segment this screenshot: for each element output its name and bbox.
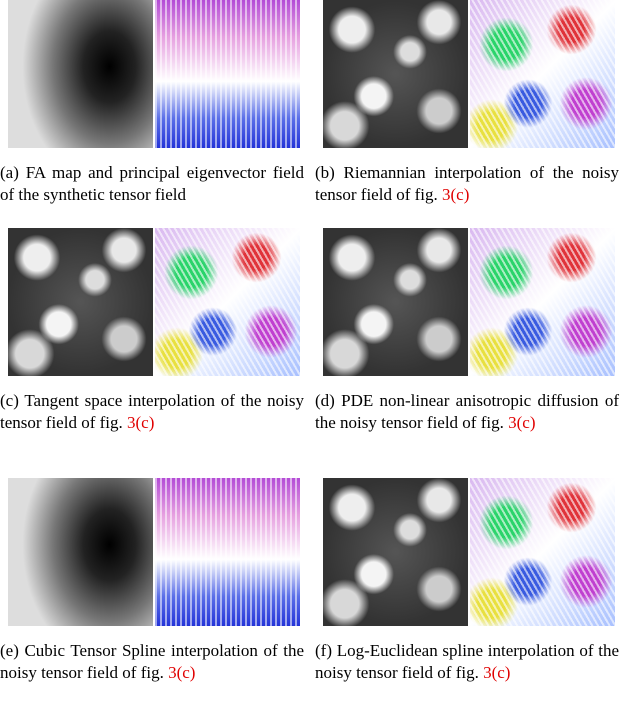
vector-field-image: [470, 478, 615, 626]
caption-text: Log-Euclidean spline interpolation of th…: [315, 641, 619, 682]
fa-map-image: [323, 478, 468, 626]
caption-text: Cubic Tensor Spline interpolation of the…: [0, 641, 304, 682]
caption-label: (e): [0, 641, 19, 660]
vector-field-image: [155, 228, 300, 376]
image-pair: [315, 228, 619, 376]
caption-text: PDE non-linear anisotropic diffusion of …: [315, 391, 619, 432]
subfigure: (f) Log-Euclidean spline interpolation o…: [315, 478, 619, 684]
image-pair: [315, 478, 619, 626]
caption: (d) PDE non-linear anisotropic diffusion…: [315, 390, 619, 434]
caption-text: FA map and principal eigenvector field o…: [0, 163, 304, 204]
caption-label: (b): [315, 163, 335, 182]
image-pair: [0, 478, 304, 626]
fa-map-image: [323, 0, 468, 148]
figure-reference: 3(c): [442, 185, 469, 204]
caption: (b) Riemannian interpolation of the nois…: [315, 162, 619, 206]
caption: (f) Log-Euclidean spline interpolation o…: [315, 640, 619, 684]
caption: (a) FA map and principal eigenvector fie…: [0, 162, 304, 206]
caption: (c) Tangent space interpolation of the n…: [0, 390, 304, 434]
vector-field-image: [155, 0, 300, 148]
fa-map-image: [323, 228, 468, 376]
subfigure: (e) Cubic Tensor Spline interpolation of…: [0, 478, 304, 684]
subfigure: (a) FA map and principal eigenvector fie…: [0, 0, 304, 206]
fa-map-image: [8, 478, 153, 626]
fa-map-image: [8, 228, 153, 376]
image-pair: [0, 0, 304, 148]
figure-reference: 3(c): [168, 663, 195, 682]
vector-field-image: [470, 0, 615, 148]
vector-field-image: [470, 228, 615, 376]
subfigure: (d) PDE non-linear anisotropic diffusion…: [315, 228, 619, 434]
image-pair: [315, 0, 619, 148]
figure-reference: 3(c): [508, 413, 535, 432]
caption-label: (a): [0, 163, 19, 182]
caption: (e) Cubic Tensor Spline interpolation of…: [0, 640, 304, 684]
caption-label: (d): [315, 391, 335, 410]
figure-page: (a) FA map and principal eigenvector fie…: [0, 0, 622, 721]
caption-label: (c): [0, 391, 19, 410]
subfigure: (b) Riemannian interpolation of the nois…: [315, 0, 619, 206]
vector-field-image: [155, 478, 300, 626]
caption-label: (f): [315, 641, 332, 660]
figure-reference: 3(c): [483, 663, 510, 682]
fa-map-image: [8, 0, 153, 148]
image-pair: [0, 228, 304, 376]
subfigure: (c) Tangent space interpolation of the n…: [0, 228, 304, 434]
figure-reference: 3(c): [127, 413, 154, 432]
